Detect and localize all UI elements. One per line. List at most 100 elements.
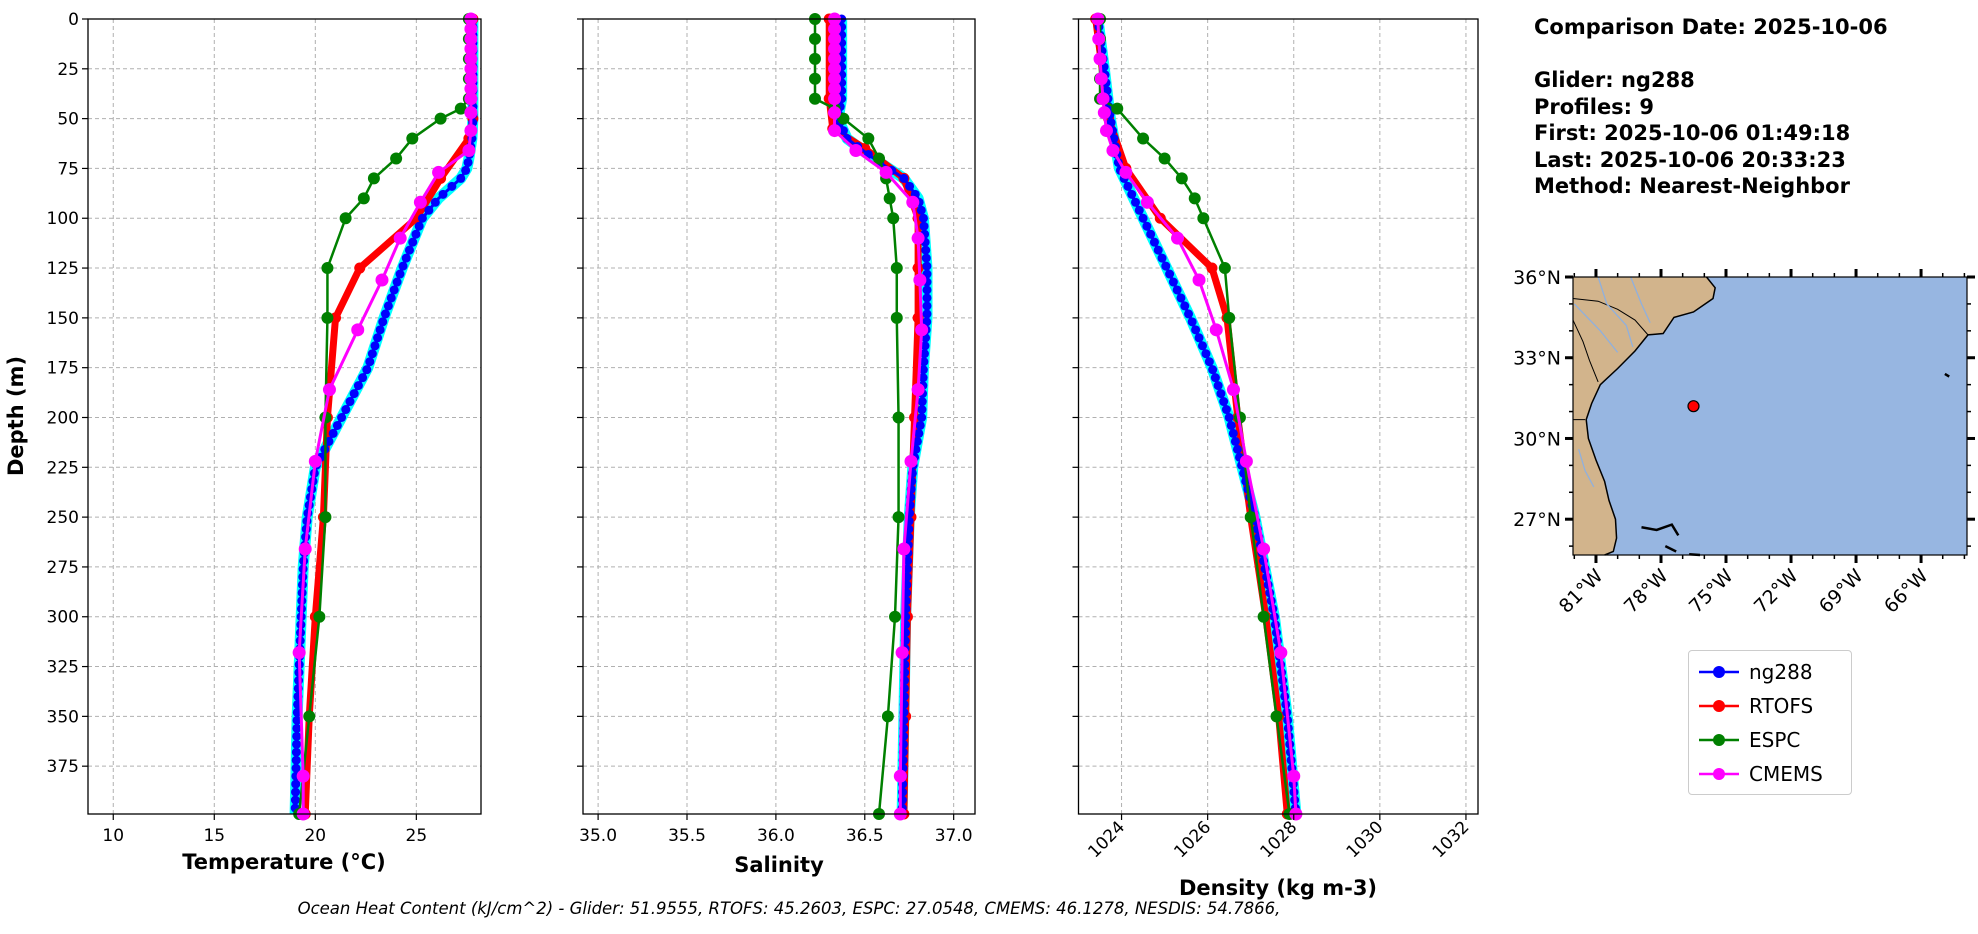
data-point — [873, 152, 885, 165]
data-point — [1138, 213, 1148, 223]
data-point — [1191, 325, 1201, 335]
data-point — [464, 52, 478, 66]
data-point — [1209, 323, 1223, 337]
data-point — [354, 262, 366, 274]
x-tick-label: 1028 — [1257, 817, 1302, 862]
data-point — [1204, 357, 1214, 367]
x-tick-label: 10 — [102, 826, 124, 846]
data-point — [380, 309, 390, 319]
data-point — [291, 787, 301, 797]
data-point — [389, 285, 399, 295]
axes-frame — [582, 18, 976, 815]
data-point — [1123, 181, 1133, 191]
island — [1944, 372, 1950, 378]
legend-label: CMEMS — [1749, 762, 1823, 786]
data-point — [358, 373, 368, 383]
lon-tick-label: 78°W — [1620, 565, 1673, 618]
data-point — [1146, 229, 1156, 239]
data-point — [383, 301, 393, 311]
river — [1573, 303, 1619, 353]
legend-item-espc: ESPC — [1689, 725, 1800, 755]
data-point — [341, 405, 351, 415]
data-point — [918, 373, 928, 383]
data-point — [430, 197, 440, 207]
data-point — [922, 285, 932, 295]
data-point — [438, 189, 448, 199]
legend-marker-rtofs — [1699, 700, 1739, 712]
series-cmems — [828, 12, 929, 821]
y-tick-label: 50 — [57, 110, 79, 130]
data-point — [1119, 165, 1133, 179]
data-point — [1216, 389, 1226, 399]
data-point — [828, 106, 842, 120]
legend-label: ng288 — [1749, 660, 1813, 684]
map: 81°W 78°W 75°W 72°W 69°W 66°W 27°N 30°N 33°N 36°N — [1513, 267, 1975, 618]
data-point — [303, 710, 316, 723]
comparison-date: Comparison Date: 2025-10-06 — [1534, 15, 1888, 39]
data-point — [1213, 381, 1223, 391]
data-point — [462, 144, 476, 158]
data-point — [1180, 301, 1190, 311]
data-point — [892, 411, 905, 424]
data-point — [917, 412, 927, 422]
data-point — [903, 556, 913, 566]
series-ng288 — [290, 14, 478, 815]
data-point — [922, 293, 932, 303]
data-point — [1192, 273, 1206, 287]
x-tick-label: 36.0 — [757, 826, 795, 846]
data-point — [1184, 309, 1194, 319]
y-axis-label: Depth (m) — [4, 356, 28, 476]
glider-profiles-envelope — [1092, 18, 1302, 815]
data-point — [464, 124, 478, 138]
method: Method: Nearest-Neighbor — [1534, 174, 1850, 198]
data-point — [883, 192, 896, 205]
y-tick-label: 150 — [47, 309, 79, 329]
first-profile-time: First: 2025-10-06 01:49:18 — [1534, 121, 1851, 145]
data-point — [404, 245, 414, 255]
data-point — [392, 277, 402, 287]
data-point — [887, 212, 900, 225]
data-point — [911, 383, 925, 397]
x-tick-label: 35.0 — [579, 826, 617, 846]
data-point — [386, 293, 396, 303]
series-line — [1098, 19, 1291, 815]
data-point — [1137, 132, 1150, 145]
data-point — [1210, 373, 1220, 383]
y-tick-label: 225 — [47, 458, 79, 478]
data-point — [1142, 221, 1152, 231]
data-point — [461, 165, 471, 175]
data-point — [1223, 311, 1236, 324]
data-point — [1221, 405, 1231, 415]
lat-tick-label: 27°N — [1513, 509, 1561, 531]
y-tick-label: 100 — [47, 209, 79, 229]
data-point — [828, 22, 842, 36]
data-point — [378, 317, 388, 327]
series-rtofs — [1090, 13, 1293, 820]
data-point — [1140, 195, 1154, 209]
data-point — [904, 454, 918, 468]
axes-frame — [87, 18, 482, 815]
data-point — [424, 205, 434, 215]
data-point — [922, 261, 932, 271]
river — [1578, 449, 1595, 488]
data-point — [308, 454, 322, 468]
data-point — [298, 542, 312, 556]
series-line — [813, 19, 900, 815]
lon-tick-label: 69°W — [1815, 565, 1868, 618]
ohc-footer: Ocean Heat Content (kJ/cm^2) - Glider: 5… — [297, 899, 1281, 918]
data-point — [921, 253, 931, 263]
data-point — [917, 405, 927, 415]
series-line — [1096, 18, 1298, 815]
data-point — [1194, 333, 1204, 343]
data-point — [828, 92, 842, 106]
data-point — [464, 42, 478, 56]
data-point — [1257, 542, 1271, 556]
lon-tick-label: 66°W — [1880, 565, 1933, 618]
data-point — [893, 769, 907, 783]
data-point — [892, 511, 905, 524]
data-point — [1257, 610, 1270, 623]
data-point — [809, 92, 821, 105]
data-point — [1168, 277, 1178, 287]
axes-frame — [1077, 18, 1479, 815]
